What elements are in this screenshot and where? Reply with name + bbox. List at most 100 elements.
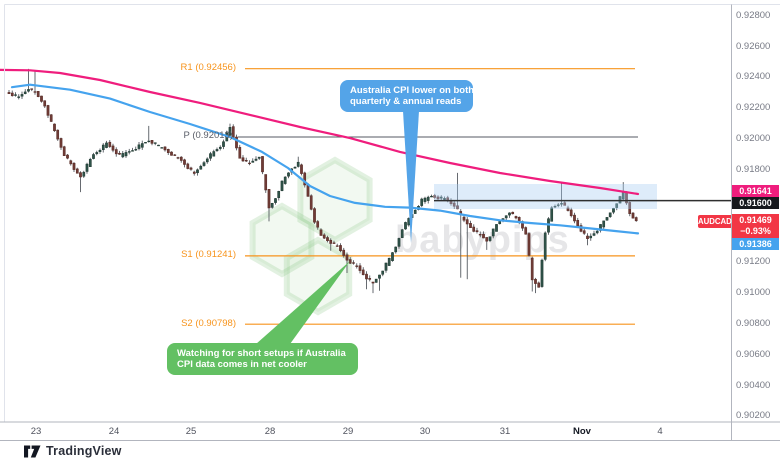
candle-down	[322, 234, 326, 239]
candle-down	[456, 205, 459, 210]
candle-up	[384, 262, 388, 271]
candle-down	[566, 207, 570, 211]
candle-up	[543, 232, 547, 260]
candle-down	[326, 237, 329, 242]
candle-up	[199, 165, 203, 170]
candle-up	[618, 196, 622, 204]
candle-down	[183, 159, 186, 165]
candle-down	[179, 156, 183, 161]
candle-up	[605, 217, 609, 221]
candle-down	[365, 273, 368, 280]
candle-up	[374, 278, 378, 283]
candle-up	[160, 147, 164, 149]
watermark-hexagons	[249, 156, 373, 316]
candle-down	[462, 216, 466, 221]
callout-cpi-stem	[403, 111, 419, 243]
candle-up	[540, 259, 544, 287]
candle-down	[511, 211, 515, 215]
candle-up	[495, 224, 498, 232]
watermark-text: babypips	[395, 219, 570, 261]
candle-down	[303, 172, 307, 186]
candle-down	[332, 242, 336, 244]
candle-up	[228, 127, 232, 136]
candle-down	[166, 149, 170, 153]
callout-cpi-note[interactable]: Australia CPI lower on both quarterly & …	[340, 80, 473, 112]
candle-up	[82, 171, 86, 177]
candle-down	[53, 123, 56, 132]
candle-down	[300, 164, 303, 174]
candle-down	[563, 202, 567, 206]
candle-down	[241, 157, 245, 162]
callout-cpi-line2: quarterly & annual reads	[350, 96, 462, 107]
candle-down	[264, 174, 268, 191]
candle-up	[147, 140, 151, 143]
candle-up	[27, 89, 30, 92]
candle-down	[163, 146, 167, 151]
candle-down	[108, 141, 112, 147]
candle-up	[423, 197, 427, 202]
candle-up	[157, 144, 160, 147]
candle-down	[46, 105, 50, 116]
candle-down	[485, 237, 489, 242]
candle-up	[98, 150, 102, 152]
candle-up	[280, 180, 284, 191]
candle-up	[23, 91, 27, 94]
candle-down	[66, 154, 69, 159]
candle-up	[202, 162, 206, 166]
candle-up	[589, 235, 593, 239]
candle-down	[335, 245, 339, 247]
candle-down	[436, 196, 440, 200]
candle-down	[244, 160, 248, 162]
candle-down	[524, 227, 528, 235]
candle-down	[342, 249, 346, 256]
candle-up	[212, 151, 216, 157]
candle-up	[251, 160, 255, 163]
candle-up	[498, 221, 502, 224]
candle-down	[313, 208, 316, 223]
candle-down	[56, 129, 60, 140]
candle-down	[118, 152, 121, 155]
candle-down	[465, 219, 469, 225]
candle-up	[556, 204, 560, 206]
candle-up	[426, 196, 430, 201]
candle-down	[170, 151, 173, 156]
candle-down	[537, 282, 541, 288]
candle-up	[592, 233, 596, 236]
candle-down	[176, 157, 180, 159]
callout-short-setup-note[interactable]: Watching for short setups if Australia C…	[167, 343, 358, 375]
candle-up	[491, 228, 495, 237]
candle-up	[121, 153, 125, 158]
candle-down	[7, 92, 11, 94]
candle-down	[352, 262, 355, 264]
candle-up	[508, 212, 511, 216]
ma-blue-line	[10, 83, 640, 235]
candle-up	[612, 208, 615, 213]
candle-up	[443, 198, 446, 200]
candle-down	[231, 126, 235, 138]
candle-up	[101, 144, 105, 150]
candle-down	[59, 138, 63, 148]
candle-down	[114, 149, 118, 155]
candle-up	[270, 203, 274, 208]
candle-up	[387, 257, 391, 266]
callout-short-stem	[256, 261, 350, 344]
candle-down	[267, 189, 271, 209]
candle-down	[368, 278, 372, 280]
candle-down	[43, 100, 47, 107]
candle-down	[345, 254, 349, 261]
candle-down	[33, 91, 37, 93]
tradingview-logo[interactable]: TradingView	[24, 444, 122, 458]
candle-up	[222, 141, 225, 147]
candle-up	[95, 152, 99, 155]
candle-down	[573, 214, 576, 222]
candle-down	[79, 172, 82, 178]
candle-down	[192, 171, 196, 174]
candle-down	[235, 136, 238, 149]
candle-down	[586, 235, 589, 239]
candle-up	[254, 158, 258, 161]
candle-up	[140, 143, 144, 148]
candle-down	[62, 146, 66, 156]
candle-up	[196, 169, 199, 174]
